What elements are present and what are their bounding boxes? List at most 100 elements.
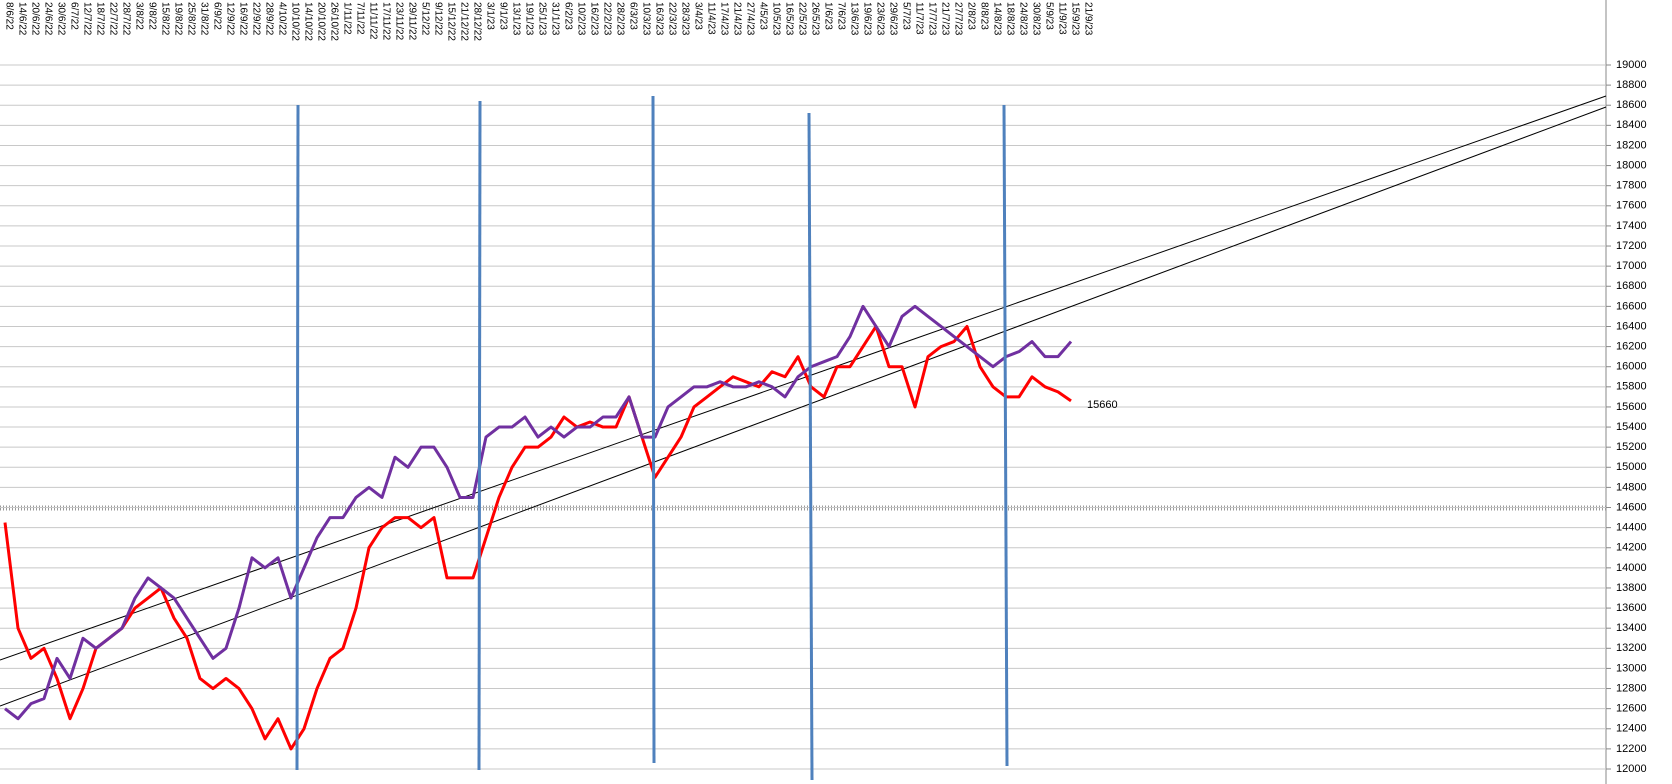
marker-line: [651, 95, 656, 764]
x-tick-label: 11/9/23: [1056, 2, 1067, 35]
y-tick-label: 13000: [1616, 662, 1647, 674]
y-tick-label: 15000: [1616, 461, 1647, 473]
x-tick-label: 20/10/22: [315, 2, 326, 41]
y-tick-label: 14400: [1616, 522, 1647, 534]
annotation: 15660: [1087, 399, 1118, 411]
y-tick-label: 16400: [1616, 320, 1647, 332]
x-tick-label: 10/3/23: [640, 2, 651, 36]
x-tick-label: 2/8/23: [965, 2, 976, 30]
x-tick-label: 28/9/22: [263, 2, 274, 36]
x-tick-label: 15/8/22: [159, 2, 170, 36]
x-tick-label: 3/1/23: [484, 2, 495, 30]
x-tick-label: 14/6/22: [16, 2, 27, 36]
y-tick-label: 18600: [1616, 99, 1647, 111]
x-tick-label: 6/9/22: [211, 2, 222, 30]
x-tick-label: 19/1/23: [523, 2, 534, 36]
x-tick-label: 28/12/22: [471, 2, 482, 41]
y-tick-label: 17200: [1616, 240, 1647, 252]
x-tick-label: 5/9/23: [1043, 2, 1054, 30]
series-line: [4, 304, 1073, 721]
x-tick-label: 26/10/22: [328, 2, 339, 41]
x-tick-label: 16/3/23: [653, 2, 664, 36]
y-tick-label: 14800: [1616, 481, 1647, 493]
x-tick-label: 22/2/23: [601, 2, 612, 36]
x-tick-label: 20/6/22: [29, 2, 40, 36]
y-tick-label: 12000: [1616, 763, 1647, 775]
y-tick-label: 15600: [1616, 401, 1647, 413]
y-tick-label: 16600: [1616, 300, 1647, 312]
x-tick-label: 1/11/22: [341, 2, 352, 35]
x-tick-label: 11/7/23: [913, 2, 924, 35]
x-tick-label: 28/2/23: [614, 2, 625, 36]
x-tick-label: 22/7/22: [107, 2, 118, 36]
x-tick-label: 8/8/23: [978, 2, 989, 30]
marker-line: [807, 112, 814, 781]
y-tick-label: 18400: [1616, 119, 1647, 131]
x-tick-label: 26/5/23: [809, 2, 820, 36]
y-tick-label: 16800: [1616, 280, 1647, 292]
x-tick-label: 6/3/23: [627, 2, 638, 30]
x-tick-label: 27/7/23: [952, 2, 963, 36]
x-tick-label: 22/9/22: [250, 2, 261, 36]
y-tick-label: 19000: [1616, 59, 1647, 71]
x-tick-label: 4/10/22: [276, 2, 287, 36]
x-tick-label: 31/1/23: [549, 2, 560, 36]
x-tick-label: 31/8/22: [198, 2, 209, 36]
y-tick-label: 16200: [1616, 341, 1647, 353]
x-tick-label: 9/8/22: [146, 2, 157, 30]
y-tick-label: 14600: [1616, 501, 1647, 513]
y-tick-label: 13600: [1616, 602, 1647, 614]
y-tick-label: 17800: [1616, 180, 1647, 192]
trend-line: [0, 95, 1607, 661]
x-tick-label: 24/6/22: [42, 2, 53, 36]
x-tick-label: 11/4/23: [705, 2, 716, 35]
x-tick-label: 22/3/23: [666, 2, 677, 36]
x-tick-label: 15/9/23: [1069, 2, 1080, 36]
x-tick-label: 24/8/23: [1017, 2, 1028, 36]
x-tick-label: 21/9/23: [1082, 2, 1093, 36]
y-tick-label: 15800: [1616, 381, 1647, 393]
x-tick-label: 29/6/23: [887, 2, 898, 36]
y-tick-label: 14000: [1616, 562, 1647, 574]
x-tick-label: 16/9/22: [237, 2, 248, 36]
x-tick-label: 5/12/22: [419, 2, 430, 36]
x-tick-label: 30/6/22: [55, 2, 66, 36]
x-tick-label: 3/8/22: [133, 2, 144, 30]
x-tick-label: 21/4/23: [731, 2, 742, 36]
y-tick-label: 14200: [1616, 542, 1647, 554]
x-tick-label: 13/1/23: [510, 2, 521, 36]
x-tick-label: 22/5/23: [796, 2, 807, 36]
x-tick-label: 19/8/22: [172, 2, 183, 36]
y-tick-label: 17400: [1616, 220, 1647, 232]
x-tick-label: 21/12/22: [458, 2, 469, 41]
y-tick-label: 12400: [1616, 723, 1647, 735]
trend-lines: [0, 95, 1607, 707]
y-tick-label: 13200: [1616, 642, 1647, 654]
x-tick-label: 23/6/23: [874, 2, 885, 36]
x-tick-label: 25/1/23: [536, 2, 547, 36]
x-tick-label: 28/7/22: [120, 2, 131, 36]
x-tick-label: 14/8/23: [991, 2, 1002, 36]
x-tick-label: 21/7/23: [939, 2, 950, 36]
marker-lines: [295, 95, 1009, 781]
x-tick-label: 23/11/22: [393, 2, 404, 41]
x-tick-label: 12/7/22: [81, 2, 92, 36]
x-tick-label: 16/2/23: [588, 2, 599, 36]
x-tick-label: 30/8/23: [1030, 2, 1041, 36]
x-tick-label: 8/6/22: [3, 2, 14, 30]
x-tick-label: 25/8/22: [185, 2, 196, 36]
x-tick-label: 17/7/23: [926, 2, 937, 36]
x-tick-label: 16/5/23: [783, 2, 794, 36]
marker-line: [1002, 104, 1009, 767]
x-tick-label: 10/5/23: [770, 2, 781, 36]
x-tick-label: 4/5/23: [757, 2, 768, 30]
y-tick-label: 15400: [1616, 421, 1647, 433]
series-line: [3, 324, 1072, 751]
x-tick-label: 10/2/23: [575, 2, 586, 36]
y-tick-label: 16000: [1616, 361, 1647, 373]
x-tick-label: 17/11/22: [380, 2, 391, 41]
y-tick-label: 18200: [1616, 139, 1647, 151]
x-tick-label: 10/10/22: [289, 2, 300, 41]
